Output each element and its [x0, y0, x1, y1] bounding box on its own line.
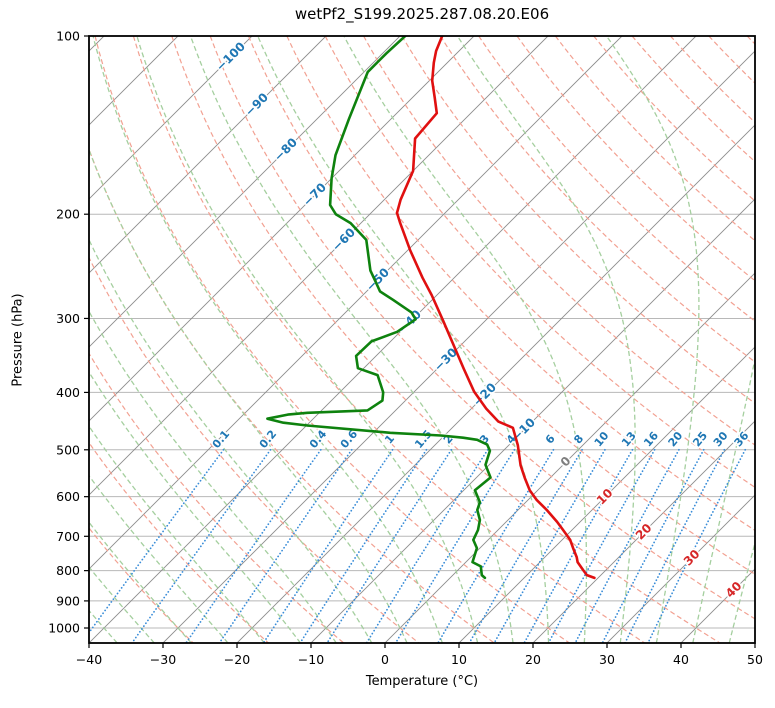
- y-tick-label: 500: [56, 442, 80, 457]
- svg-text:30: 30: [681, 547, 703, 569]
- plot-area: −100−90−80−70−60−50−40−30−20−10010203040…: [89, 36, 755, 643]
- dry-adiabat-lines: [89, 36, 755, 643]
- svg-text:−80: −80: [271, 135, 300, 164]
- temperature-curve: [395, 36, 596, 580]
- x-tick-label: 10: [451, 652, 467, 667]
- svg-text:−100: −100: [213, 39, 248, 74]
- moist-adiabat-lines: [89, 36, 755, 643]
- svg-text:30: 30: [711, 429, 731, 449]
- svg-text:−50: −50: [363, 265, 392, 294]
- svg-text:−70: −70: [300, 180, 329, 209]
- mixing-ratio-lines: [89, 448, 747, 643]
- svg-text:36: 36: [732, 429, 752, 449]
- svg-text:10: 10: [594, 486, 616, 508]
- svg-text:0.4: 0.4: [307, 427, 330, 451]
- y-tick-label: 100: [56, 29, 80, 44]
- isotherm-lines: [89, 36, 755, 643]
- axes-frame: [88, 35, 756, 644]
- x-tick-label: 20: [525, 652, 541, 667]
- svg-text:20: 20: [633, 521, 655, 543]
- svg-text:1.5: 1.5: [412, 428, 434, 451]
- svg-text:2: 2: [441, 432, 456, 446]
- pressure-gridlines: [89, 36, 755, 629]
- svg-text:25: 25: [690, 429, 710, 449]
- y-tick-label: 200: [56, 207, 80, 222]
- chart-title: wetPf2_S199.2025.287.08.20.E06: [294, 5, 550, 23]
- svg-text:6: 6: [543, 432, 558, 446]
- y-tick-label: 400: [56, 385, 80, 400]
- x-tick-label: 30: [599, 652, 615, 667]
- y-tick-label: 800: [56, 563, 80, 578]
- x-tick-label: 0: [381, 652, 389, 667]
- x-tick-label: 40: [673, 652, 689, 667]
- svg-text:10: 10: [592, 429, 612, 449]
- y-tick-label: 900: [56, 593, 80, 608]
- svg-text:20: 20: [666, 429, 686, 449]
- axis-ticks: [84, 35, 756, 648]
- y-tick-label: 700: [56, 529, 80, 544]
- svg-text:−60: −60: [329, 225, 358, 254]
- y-tick-label: 600: [56, 489, 80, 504]
- y-tick-label: 1000: [48, 621, 80, 636]
- x-tick-label: −40: [76, 652, 102, 667]
- x-tick-label: −10: [298, 652, 324, 667]
- x-tick-label: 50: [747, 652, 763, 667]
- svg-text:40: 40: [723, 579, 745, 601]
- sounding-profiles: [266, 36, 596, 580]
- x-axis-label: Temperature (°C): [365, 674, 479, 689]
- svg-text:16: 16: [641, 429, 661, 449]
- dewpoint-curve: [266, 36, 492, 580]
- x-tick-label: −30: [150, 652, 176, 667]
- svg-text:−90: −90: [242, 90, 271, 119]
- x-tick-label: −20: [224, 652, 250, 667]
- y-tick-label: 300: [56, 311, 80, 326]
